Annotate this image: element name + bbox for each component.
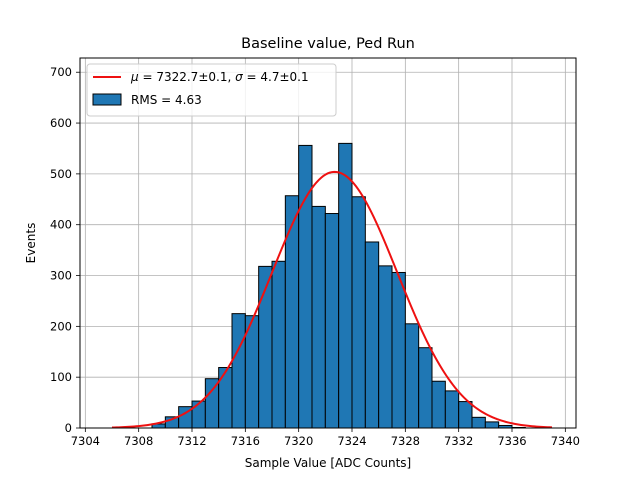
- chart-title: Baseline value, Ped Run: [241, 36, 415, 52]
- gaussian-fit-line: [111, 170, 553, 429]
- histogram-bar: [471, 416, 486, 429]
- histogram-bar: [444, 390, 460, 429]
- histogram-bar: [458, 401, 473, 429]
- histogram-bar: [418, 347, 433, 429]
- x-tick-label: 7336: [497, 434, 526, 448]
- x-tick-label: 7320: [284, 434, 313, 448]
- histogram-bar: [431, 380, 446, 429]
- x-tick-label: 7332: [444, 434, 473, 448]
- histogram-bar: [298, 144, 313, 429]
- y-tick-label: 500: [50, 167, 72, 181]
- axis-ticks: 7304 7308 7312 7316 7320 7324 7328 7332 7336 7340…: [50, 65, 580, 448]
- legend-sigma-text: = 4.7±0.1: [243, 70, 309, 84]
- y-tick-label: 400: [50, 218, 72, 232]
- legend-histogram-swatch: [92, 93, 122, 106]
- x-tick-label: 7328: [391, 434, 420, 448]
- legend-sigma-symbol: σ: [235, 70, 243, 84]
- histogram-bar: [364, 241, 380, 429]
- plot-area-frame: [79, 57, 577, 429]
- y-tick-label: 300: [50, 269, 72, 283]
- histogram-bar: [311, 205, 326, 429]
- histogram-bar: [284, 195, 300, 429]
- histogram-bar: [231, 313, 246, 429]
- legend: μ = 7322.7±0.1, σ = 4.7±0.1 RMS = 4.63: [86, 63, 337, 117]
- y-tick-label: 100: [50, 370, 72, 384]
- x-tick-label: 7316: [231, 434, 260, 448]
- legend-histogram-label: RMS = 4.63: [131, 93, 202, 107]
- legend-mu-symbol: μ: [130, 70, 139, 84]
- x-tick-label: 7312: [177, 434, 206, 448]
- x-tick-label: 7340: [551, 434, 580, 448]
- histogram-bar: [404, 323, 420, 429]
- legend-fit-label: μ = 7322.7±0.1, σ = 4.7±0.1: [130, 70, 309, 84]
- y-tick-label: 200: [50, 319, 72, 333]
- histogram-bar: [218, 367, 233, 429]
- histogram-bar: [338, 142, 353, 429]
- y-tick-label: 700: [50, 65, 72, 79]
- histogram-bar: [391, 271, 406, 429]
- histogram-bar: [271, 260, 286, 429]
- histogram-bar: [351, 196, 366, 429]
- y-axis-label: Events: [24, 223, 38, 264]
- x-tick-label: 7308: [124, 434, 153, 448]
- y-tick-label: 0: [65, 421, 72, 435]
- histogram-bar: [484, 421, 500, 429]
- y-tick-label: 600: [50, 116, 72, 130]
- histogram-bar: [378, 265, 393, 429]
- x-tick-label: 7304: [71, 434, 100, 448]
- x-tick-label: 7324: [337, 434, 366, 448]
- legend-box: [86, 63, 337, 117]
- histogram-bar: [324, 213, 340, 429]
- x-axis-label: Sample Value [ADC Counts]: [245, 456, 411, 470]
- histogram-bar: [191, 400, 206, 429]
- legend-mu-text: = 7322.7±0.1,: [139, 70, 235, 84]
